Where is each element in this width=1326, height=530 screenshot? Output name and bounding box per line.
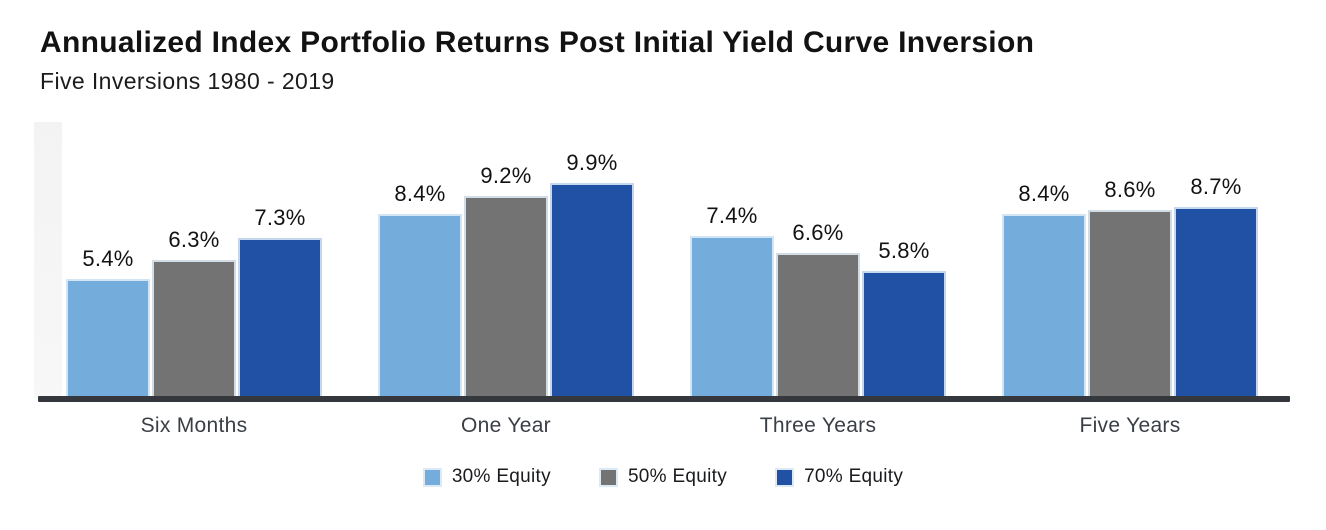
- x-axis-line: [38, 396, 1290, 402]
- bar-50-equity: [464, 196, 548, 397]
- bar-column-70-equity-one-year: 9.9%: [550, 150, 634, 397]
- bar-column-50-equity-six-months: 6.3%: [152, 150, 236, 397]
- bar-50-equity: [776, 253, 860, 397]
- chart-title: Annualized Index Portfolio Returns Post …: [40, 26, 1035, 59]
- chart-subtitle: Five Inversions 1980 - 2019: [40, 68, 335, 94]
- bar-value-label: 8.7%: [1190, 174, 1242, 200]
- bar-value-label: 5.8%: [878, 237, 930, 263]
- bar-column-50-equity-five-years: 8.6%: [1088, 150, 1172, 397]
- bar-value-label: 7.3%: [254, 204, 306, 230]
- bar-value-label: 8.4%: [1018, 180, 1070, 206]
- bar-value-label: 6.3%: [168, 226, 220, 252]
- bar-value-label: 5.4%: [82, 246, 134, 272]
- legend-swatch-30-equity: [422, 467, 442, 487]
- bar-70-equity: [862, 270, 946, 397]
- bar-value-label: 9.9%: [566, 150, 618, 175]
- bar-50-equity: [152, 259, 236, 397]
- bar-column-30-equity-six-months: 5.4%: [66, 150, 150, 397]
- legend-label: 70% Equity: [804, 466, 904, 487]
- x-axis-label-three-years: Three Years: [759, 414, 877, 437]
- legend-item-30-equity: 30% Equity: [422, 466, 551, 488]
- bar-group-five-years: 8.4% 8.6% 8.7%: [1002, 150, 1258, 397]
- bar-30-equity: [690, 235, 774, 397]
- x-axis-labels: Six Months One Year Three Years Five Years: [38, 414, 1290, 438]
- bar-value-label: 8.6%: [1104, 176, 1156, 202]
- x-axis-label-one-year: One Year: [461, 414, 551, 437]
- x-axis-label-six-months: Six Months: [140, 414, 248, 437]
- bar-70-equity: [1174, 207, 1258, 397]
- x-axis-label-five-years: Five Years: [1079, 414, 1181, 437]
- legend-swatch-70-equity: [775, 467, 795, 487]
- bar-value-label: 6.6%: [792, 220, 844, 246]
- bar-70-equity: [238, 237, 322, 397]
- bar-column-50-equity-one-year: 9.2%: [464, 150, 548, 397]
- legend: 30% Equity 50% Equity 70% Equity: [0, 466, 1326, 488]
- bar-column-30-equity-one-year: 8.4%: [378, 150, 462, 397]
- legend-label: 50% Equity: [627, 466, 728, 487]
- bar-column-70-equity-six-months: 7.3%: [238, 150, 322, 397]
- bar-column-30-equity-three-years: 7.4%: [690, 150, 774, 397]
- bar-value-label: 9.2%: [480, 163, 532, 189]
- bar-50-equity: [1088, 209, 1172, 397]
- bar-group-six-months: 5.4% 6.3% 7.3%: [66, 150, 322, 397]
- bar-30-equity: [378, 213, 462, 397]
- background-shading-artifact: [34, 122, 62, 398]
- bar-70-equity: [550, 183, 634, 397]
- plot-area: 5.4% 6.3% 7.3% 8.4% 9.2% 9.9% 7.4% 6.6% 5.8% 8.4%…: [38, 150, 1290, 397]
- bar-30-equity: [66, 279, 150, 397]
- bar-column-70-equity-five-years: 8.7%: [1174, 150, 1258, 397]
- bar-30-equity: [1002, 213, 1086, 397]
- bar-column-70-equity-three-years: 5.8%: [862, 150, 946, 397]
- bar-column-50-equity-three-years: 6.6%: [776, 150, 860, 397]
- bar-group-three-years: 7.4% 6.6% 5.8%: [690, 150, 946, 397]
- bar-group-one-year: 8.4% 9.2% 9.9%: [378, 150, 634, 397]
- bar-value-label: 8.4%: [394, 180, 446, 206]
- legend-label: 30% Equity: [451, 466, 551, 487]
- bar-value-label: 7.4%: [706, 202, 758, 228]
- legend-item-50-equity: 50% Equity: [598, 466, 728, 488]
- legend-swatch-50-equity: [598, 467, 618, 487]
- legend-item-70-equity: 70% Equity: [775, 466, 903, 488]
- bar-column-30-equity-five-years: 8.4%: [1002, 150, 1086, 397]
